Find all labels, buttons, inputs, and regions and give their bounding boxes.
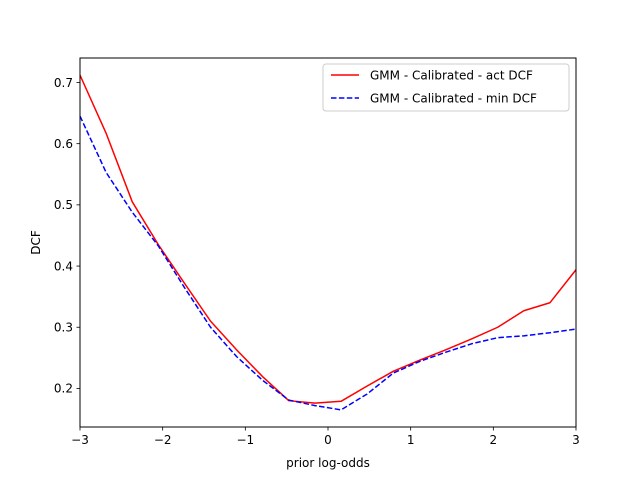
x-tick-label: −1	[236, 433, 254, 447]
x-tick-label: −2	[154, 433, 172, 447]
x-tick-label: 3	[572, 433, 580, 447]
series-layer	[79, 74, 577, 411]
y-axis-label: DCF	[29, 230, 43, 255]
series-line-min-dcf	[79, 115, 577, 411]
y-tick-label: 0.4	[54, 259, 73, 273]
x-axis-ticks: −3 −2 −1 0 1 2 3	[71, 427, 580, 447]
series-line-act-dcf	[79, 74, 577, 404]
x-tick-label: −3	[71, 433, 89, 447]
y-tick-label: 0.5	[54, 198, 73, 212]
legend-label: GMM - Calibrated - act DCF	[370, 68, 533, 82]
legend-box	[322, 63, 570, 112]
legend: GMM - Calibrated - act DCF GMM - Calibrat…	[322, 63, 570, 112]
legend-label: GMM - Calibrated - min DCF	[370, 91, 537, 105]
x-tick-label: 0	[324, 433, 332, 447]
x-tick-label: 2	[490, 433, 498, 447]
y-axis-ticks: 0.2 0.3 0.4 0.5 0.6 0.7	[54, 76, 80, 396]
x-tick-label: 1	[407, 433, 415, 447]
y-tick-label: 0.3	[54, 321, 73, 335]
y-tick-label: 0.2	[54, 382, 73, 396]
y-tick-label: 0.7	[54, 76, 73, 90]
x-axis-label: prior log-odds	[286, 456, 370, 470]
y-tick-label: 0.6	[54, 137, 73, 151]
